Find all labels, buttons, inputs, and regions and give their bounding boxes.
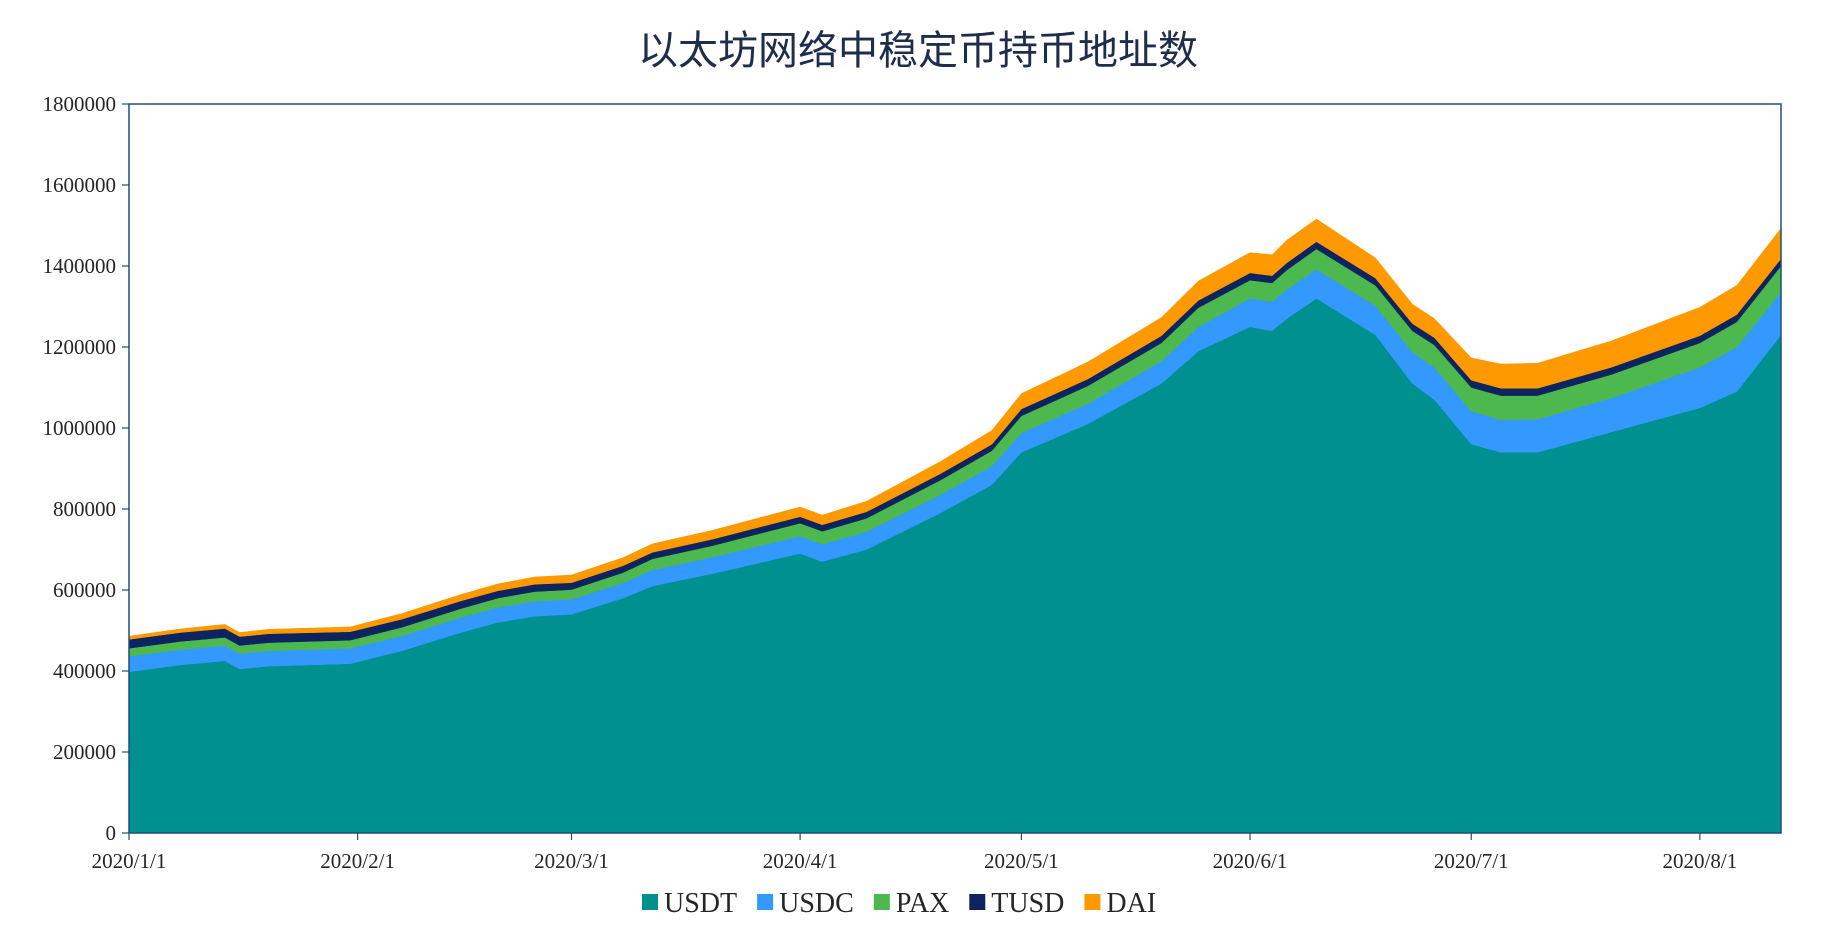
- x-tick-label: 2020/3/1: [534, 849, 609, 873]
- y-tick-label: 400000: [53, 659, 116, 683]
- y-tick-label: 800000: [53, 497, 116, 521]
- legend-swatch: [757, 894, 774, 910]
- x-tick-label: 2020/6/1: [1213, 849, 1288, 873]
- legend-swatch: [642, 894, 658, 910]
- legend-swatch: [1084, 894, 1101, 910]
- legend-item-usdc: USDC: [757, 888, 854, 919]
- legend-label: USDC: [779, 888, 854, 919]
- y-tick-label: 1400000: [43, 254, 117, 278]
- x-tick-label: 2020/4/1: [763, 849, 838, 873]
- legend-label: DAI: [1106, 888, 1156, 919]
- x-tick-label: 2020/1/1: [92, 849, 167, 873]
- y-axis: 0 200000 400000 600000 800000 1000000 1200000 1…: [43, 92, 129, 845]
- x-tick-label: 2020/7/1: [1434, 849, 1509, 873]
- legend-label: TUSD: [991, 888, 1064, 919]
- x-tick-label: 2020/5/1: [984, 849, 1059, 873]
- y-tick-label: 1800000: [43, 92, 117, 116]
- legend-item-usdt: USDT: [642, 888, 737, 919]
- legend-label: PAX: [896, 888, 949, 919]
- legend: USDT USDC PAX TUSD DAI: [642, 888, 1156, 919]
- y-tick-label: 1600000: [43, 173, 117, 197]
- legend-item-pax: PAX: [873, 888, 949, 919]
- legend-label: USDT: [664, 888, 737, 919]
- legend-swatch: [969, 894, 986, 910]
- legend-item-dai: DAI: [1084, 888, 1156, 919]
- y-tick-label: 600000: [53, 578, 116, 602]
- plot-border: [128, 103, 1782, 834]
- chart-title: 以太坊网络中稳定币持币地址数: [638, 28, 1198, 74]
- series-areas: [128, 218, 1782, 834]
- legend-item-tusd: TUSD: [969, 888, 1064, 919]
- y-tick-label: 1000000: [43, 416, 117, 440]
- x-axis: 2020/1/1 2020/2/1 2020/3/1 2020/4/1 2020/5/1…: [92, 833, 1738, 873]
- y-tick-label: 1200000: [43, 335, 117, 359]
- y-tick-label: 200000: [53, 740, 116, 764]
- x-tick-label: 2020/2/1: [320, 849, 395, 873]
- legend-swatch: [873, 894, 890, 910]
- x-tick-label: 2020/8/1: [1663, 849, 1738, 873]
- y-tick-label: 0: [106, 821, 117, 845]
